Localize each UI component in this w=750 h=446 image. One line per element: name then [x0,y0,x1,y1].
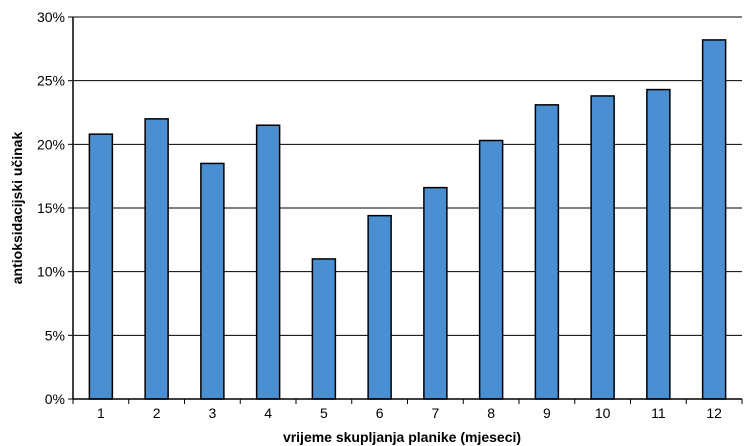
bar [646,88,671,400]
bar [255,124,281,400]
y-tick-labels: 0% 5% 10% 15% 20% 25% 30% [37,9,73,407]
x-tick-label: 5 [320,405,328,421]
x-tick-label: 8 [487,405,495,421]
x-tick-label: 3 [208,405,216,421]
bars [88,39,727,400]
grid-lines [73,16,742,336]
x-tick-label: 9 [543,405,551,421]
bar [423,186,448,400]
bar [590,95,615,400]
bar [534,104,560,400]
y-axis-label: antioksidacijski učinak [9,132,25,285]
x-tick-label: 2 [153,405,161,421]
bar [311,258,337,400]
x-tick-label: 4 [264,405,272,421]
bar [144,118,169,400]
bar [478,139,504,400]
x-tick-label: 7 [431,405,439,421]
x-tick-label: 1 [97,405,105,421]
y-tick-label: 10% [37,264,65,280]
x-tick-label: 6 [376,405,384,421]
x-tick-label: 12 [706,405,722,421]
y-tick-label: 15% [37,200,65,216]
x-axis-label: vrijeme skupljanja planike (mjeseci) [283,429,521,445]
bar [701,39,727,400]
x-tick-labels: 1 2 3 4 5 6 7 8 9 10 11 12 [72,399,743,421]
bar [367,214,392,400]
x-tick-label: 10 [595,405,611,421]
y-tick-label: 5% [45,327,65,343]
bar [200,162,225,400]
y-tick-label: 25% [37,73,65,89]
y-tick-label: 20% [37,136,65,152]
bar [88,133,114,400]
y-tick-label: 0% [45,391,65,407]
y-tick-label: 30% [37,9,65,25]
x-tick-label: 11 [651,405,666,421]
